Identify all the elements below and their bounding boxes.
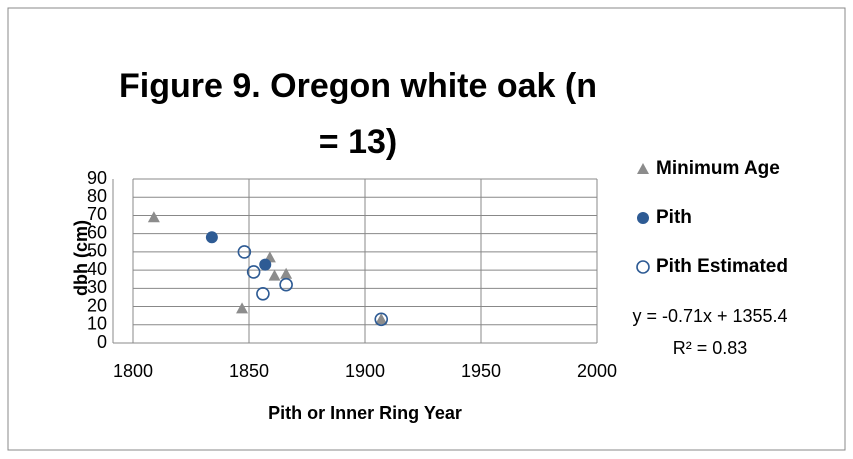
x-tick-label: 1800	[113, 361, 153, 381]
y-tick-label: 0	[97, 332, 107, 352]
x-tick-label: 1850	[229, 361, 269, 381]
triangle-marker	[637, 163, 649, 174]
chart-border	[7, 7, 846, 451]
open-circle-marker	[246, 265, 261, 279]
y-tick-label: 40	[87, 259, 107, 279]
open-circle-marker	[279, 277, 293, 292]
triangle-marker	[268, 269, 281, 281]
legend-label: Pith Estimated	[656, 256, 788, 277]
chart-title: Figure 9. Oregon white oak (n = 13)	[119, 67, 597, 161]
legend-label: Minimum Age	[656, 158, 780, 179]
y-tick-label: 20	[87, 295, 107, 315]
open-circle-marker	[237, 245, 252, 259]
open-circle-marker	[374, 312, 389, 327]
trendline-equation: y = -0.71x + 1355.4	[632, 306, 787, 326]
y-axis-title: dbh (cm)	[71, 220, 91, 296]
y-tick-label: 80	[87, 186, 107, 206]
open-circle-marker	[636, 260, 650, 274]
x-tick-label: 1950	[461, 361, 501, 381]
x-tick-label: 2000	[577, 361, 617, 381]
triangle-marker	[236, 302, 249, 314]
triangle-marker	[280, 267, 293, 279]
y-tick-label: 70	[87, 204, 107, 224]
triangle-marker	[147, 211, 160, 223]
y-tick-label: 50	[87, 241, 107, 261]
y-tick-label: 60	[87, 222, 107, 242]
circle-marker	[205, 231, 218, 244]
y-tick-label: 30	[87, 277, 107, 297]
x-axis-title: Pith or Inner Ring Year	[268, 403, 462, 423]
legend-label: Pith	[656, 207, 692, 228]
y-tick-label: 10	[87, 314, 107, 334]
triangle-marker	[375, 313, 388, 325]
y-tick-label: 90	[87, 168, 107, 188]
circle-marker	[637, 212, 649, 224]
r-squared: R² = 0.83	[673, 338, 748, 358]
open-circle-marker	[256, 286, 270, 301]
x-tick-label: 1900	[345, 361, 385, 381]
circle-marker	[259, 258, 272, 271]
